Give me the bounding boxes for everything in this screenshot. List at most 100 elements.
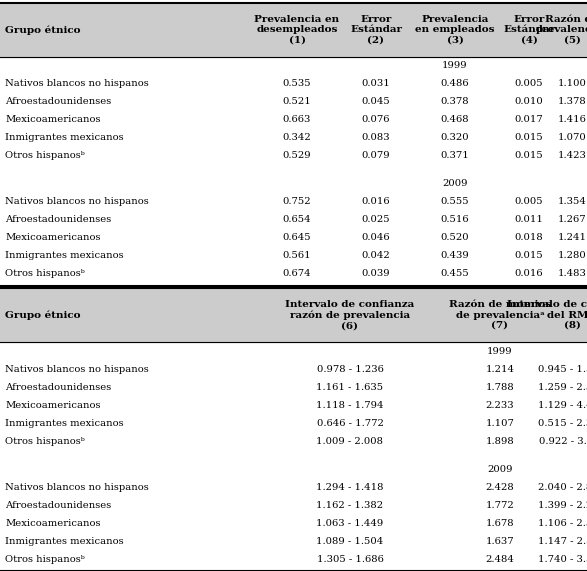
Text: 1.161 - 1.635: 1.161 - 1.635 <box>316 383 383 392</box>
Text: 2.428: 2.428 <box>485 482 514 492</box>
Text: 1999: 1999 <box>487 347 513 356</box>
Text: 2009: 2009 <box>487 464 513 473</box>
Text: 1.483: 1.483 <box>558 270 586 279</box>
Text: Otros hispanosᵇ: Otros hispanosᵇ <box>5 151 85 160</box>
Text: Error
Estándar
(2): Error Estándar (2) <box>350 15 402 45</box>
Text: 0.083: 0.083 <box>362 134 390 143</box>
Text: 0.076: 0.076 <box>362 115 390 124</box>
Text: Afroestadounidenses: Afroestadounidenses <box>5 98 112 107</box>
Text: Grupo étnico: Grupo étnico <box>5 310 80 320</box>
Text: Intervalo de confianza
del RMP
(8): Intervalo de confianza del RMP (8) <box>507 300 587 330</box>
Text: Nativos blancos no hispanos: Nativos blancos no hispanos <box>5 198 149 207</box>
Text: 1.354: 1.354 <box>558 198 586 207</box>
Text: 0.663: 0.663 <box>283 115 311 124</box>
Text: 0.018: 0.018 <box>515 234 544 243</box>
Text: 2.040 - 2.889: 2.040 - 2.889 <box>538 482 587 492</box>
Text: Mexicoamericanos: Mexicoamericanos <box>5 234 100 243</box>
Text: Nativos blancos no hispanos: Nativos blancos no hispanos <box>5 364 149 373</box>
Bar <box>0 3 587 57</box>
Text: 0.922 - 3.906: 0.922 - 3.906 <box>539 436 587 445</box>
Text: 1.070: 1.070 <box>558 134 586 143</box>
Text: Razón de momios
de prevalenciaᵃ
(7): Razón de momios de prevalenciaᵃ (7) <box>449 300 551 330</box>
Text: 1.063 - 1.449: 1.063 - 1.449 <box>316 518 384 528</box>
Text: 0.079: 0.079 <box>362 151 390 160</box>
Text: 0.535: 0.535 <box>283 79 311 89</box>
Text: Mexicoamericanos: Mexicoamericanos <box>5 400 100 409</box>
Text: Nativos blancos no hispanos: Nativos blancos no hispanos <box>5 79 149 89</box>
Text: 1.637: 1.637 <box>485 537 514 545</box>
Text: 1.305 - 1.686: 1.305 - 1.686 <box>316 554 383 564</box>
Text: Inmigrantes mexicanos: Inmigrantes mexicanos <box>5 134 124 143</box>
Text: 1.129 - 4.419: 1.129 - 4.419 <box>538 400 587 409</box>
Text: Nativos blancos no hispanos: Nativos blancos no hispanos <box>5 482 149 492</box>
Text: 1.678: 1.678 <box>485 518 514 528</box>
Text: 0.674: 0.674 <box>283 270 311 279</box>
Text: 0.555: 0.555 <box>441 198 470 207</box>
Text: 0.520: 0.520 <box>441 234 470 243</box>
Text: 0.046: 0.046 <box>362 234 390 243</box>
Text: Inmigrantes mexicanos: Inmigrantes mexicanos <box>5 537 124 545</box>
Text: 0.486: 0.486 <box>441 79 470 89</box>
Text: 2009: 2009 <box>442 179 468 188</box>
Text: 1.241: 1.241 <box>558 234 586 243</box>
Text: Prevalencia en
desempleados
(1): Prevalencia en desempleados (1) <box>254 15 339 45</box>
Text: 0.529: 0.529 <box>283 151 311 160</box>
Text: 0.039: 0.039 <box>362 270 390 279</box>
Text: 1.267: 1.267 <box>558 215 586 224</box>
Text: 1.378: 1.378 <box>558 98 586 107</box>
Text: Error
Estándar
(4): Error Estándar (4) <box>503 15 555 45</box>
Text: Prevalencia
en empleados
(3): Prevalencia en empleados (3) <box>415 15 495 45</box>
Text: Afroestadounidenses: Afroestadounidenses <box>5 215 112 224</box>
Text: 0.455: 0.455 <box>441 270 470 279</box>
Text: 1.416: 1.416 <box>558 115 586 124</box>
Text: 0.015: 0.015 <box>515 251 544 260</box>
Text: 0.016: 0.016 <box>362 198 390 207</box>
Text: 0.042: 0.042 <box>362 251 390 260</box>
Text: 0.439: 0.439 <box>441 251 470 260</box>
Text: 0.015: 0.015 <box>515 151 544 160</box>
Text: 1.788: 1.788 <box>485 383 514 392</box>
Text: 1.118 - 1.794: 1.118 - 1.794 <box>316 400 384 409</box>
Text: 1.100: 1.100 <box>558 79 586 89</box>
Text: 2.484: 2.484 <box>485 554 514 564</box>
Text: 0.015: 0.015 <box>515 134 544 143</box>
Text: 1.399 - 2.243: 1.399 - 2.243 <box>538 501 587 509</box>
Text: 0.025: 0.025 <box>362 215 390 224</box>
Text: 0.371: 0.371 <box>441 151 470 160</box>
Text: 0.468: 0.468 <box>441 115 470 124</box>
Text: 0.378: 0.378 <box>441 98 470 107</box>
Text: 0.320: 0.320 <box>441 134 470 143</box>
Text: 0.646 - 1.772: 0.646 - 1.772 <box>316 419 383 428</box>
Text: 1.162 - 1.382: 1.162 - 1.382 <box>316 501 383 509</box>
Text: 0.645: 0.645 <box>283 234 311 243</box>
Text: 0.521: 0.521 <box>282 98 311 107</box>
Text: 1.294 - 1.418: 1.294 - 1.418 <box>316 482 384 492</box>
Text: Afroestadounidenses: Afroestadounidenses <box>5 383 112 392</box>
Text: 0.515 - 2.379: 0.515 - 2.379 <box>538 419 587 428</box>
Text: 1.259 - 2.539: 1.259 - 2.539 <box>538 383 587 392</box>
Text: 0.010: 0.010 <box>515 98 544 107</box>
Text: 1.423: 1.423 <box>558 151 586 160</box>
Text: 1.089 - 1.504: 1.089 - 1.504 <box>316 537 384 545</box>
Text: 1.107: 1.107 <box>485 419 514 428</box>
Text: 1999: 1999 <box>442 62 468 70</box>
Text: 0.031: 0.031 <box>362 79 390 89</box>
Text: 0.752: 0.752 <box>283 198 311 207</box>
Text: Inmigrantes mexicanos: Inmigrantes mexicanos <box>5 419 124 428</box>
Text: 1.280: 1.280 <box>558 251 586 260</box>
Text: 0.654: 0.654 <box>283 215 311 224</box>
Text: 0.017: 0.017 <box>515 115 544 124</box>
Text: Grupo étnico: Grupo étnico <box>5 25 80 35</box>
Text: 1.106 - 2.547: 1.106 - 2.547 <box>538 518 587 528</box>
Text: 0.342: 0.342 <box>282 134 311 143</box>
Bar <box>0 288 587 342</box>
Text: 0.005: 0.005 <box>515 79 544 89</box>
Text: 1.147 - 2.338: 1.147 - 2.338 <box>538 537 587 545</box>
Text: 1.898: 1.898 <box>485 436 514 445</box>
Text: 1.740 - 3.547: 1.740 - 3.547 <box>538 554 587 564</box>
Text: 0.005: 0.005 <box>515 198 544 207</box>
Text: 1.009 - 2.008: 1.009 - 2.008 <box>316 436 383 445</box>
Text: Otros hispanosᵇ: Otros hispanosᵇ <box>5 436 85 445</box>
Text: 0.561: 0.561 <box>283 251 311 260</box>
Text: 0.016: 0.016 <box>515 270 544 279</box>
